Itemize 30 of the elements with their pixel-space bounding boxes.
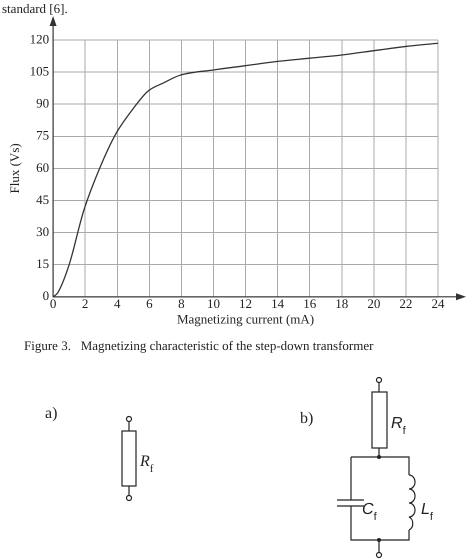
y-axis-title: Flux (Vs) bbox=[7, 143, 22, 194]
x-tick-label: 20 bbox=[367, 296, 380, 312]
text: R$_{f}$ bbox=[391, 415, 407, 437]
text: C$_{f}$ bbox=[362, 501, 378, 523]
text: b) bbox=[300, 410, 314, 427]
x-tick-label: 10 bbox=[206, 296, 220, 312]
x-tick-label: 6 bbox=[146, 296, 154, 312]
x-tick-label: 8 bbox=[178, 296, 185, 312]
x-axis-title: Magnetizing current (mA) bbox=[176, 312, 314, 327]
x-tick-label: 2 bbox=[82, 296, 88, 312]
x-tick-label: 14 bbox=[271, 296, 285, 312]
y-tick-label: 105 bbox=[30, 64, 50, 79]
text: standard [6]. bbox=[2, 1, 68, 16]
y-tick-label: 120 bbox=[30, 31, 50, 46]
x-tick-label: 22 bbox=[399, 296, 412, 312]
y-tick-label: 75 bbox=[36, 128, 50, 143]
y-tick-label: 30 bbox=[36, 224, 50, 240]
x-tick-label: 16 bbox=[303, 296, 317, 312]
x-tick-label: 24 bbox=[432, 296, 445, 312]
y-tick-label: 60 bbox=[36, 160, 50, 175]
text: R$_{f}$ bbox=[139, 453, 154, 475]
x-tick-label: 18 bbox=[335, 296, 348, 312]
x-tick-label: 4 bbox=[114, 296, 121, 312]
text: a) bbox=[45, 405, 58, 422]
y-tick-label: 15 bbox=[36, 256, 50, 272]
y-tick-label: 45 bbox=[36, 192, 50, 207]
caption: Figure 3. Magnetizing characteristic of the step-down transformer bbox=[24, 338, 374, 354]
text: L$_{f}$ bbox=[421, 501, 434, 523]
x-tick-label: 12 bbox=[239, 296, 252, 312]
y-tick-label: 90 bbox=[36, 96, 50, 111]
